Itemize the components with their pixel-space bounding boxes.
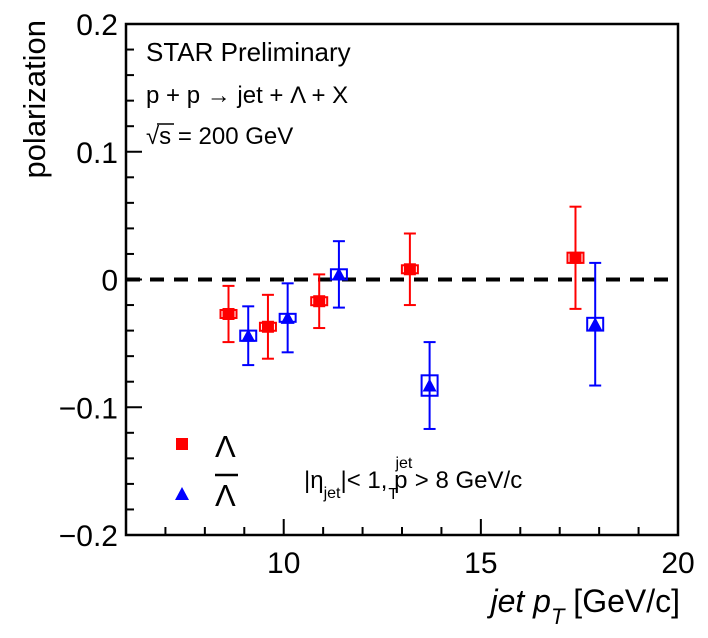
antilambda-point — [420, 341, 439, 430]
energy-label: √s = 200 GeV — [146, 123, 293, 150]
lambda-point — [219, 284, 238, 344]
energy-value: = 200 GeV — [171, 123, 293, 150]
lambda-point — [258, 293, 277, 360]
data-points — [219, 205, 605, 430]
x-axis-label-main: jet p — [486, 583, 550, 619]
x-tick-label: 10 — [267, 547, 300, 580]
y-tick-label: 0.1 — [76, 137, 118, 170]
cut-eta-sub: jet — [323, 485, 341, 502]
lambda-point — [566, 205, 585, 310]
square-marker — [313, 295, 326, 308]
cut-pt-sub: T — [388, 486, 398, 503]
antilambda-point — [239, 305, 258, 367]
y-tick-label: 0.2 — [76, 9, 118, 42]
x-tick-label: 15 — [464, 547, 497, 580]
y-axis-label: polarization — [17, 20, 52, 179]
square-marker — [403, 263, 416, 276]
sqrt-symbol: √ — [146, 123, 160, 150]
lambda-point — [310, 273, 329, 330]
triangle-marker — [331, 267, 346, 281]
process-label: p + p → jet + Λ + X — [146, 82, 348, 109]
antilambda-point — [329, 240, 348, 309]
y-tick-label: −0.2 — [59, 520, 118, 553]
legend-lambda-label: Λ — [215, 429, 236, 464]
x-axis-label-sub: T — [551, 604, 566, 629]
cut-eta-close: |< 1, p — [341, 467, 408, 494]
square-marker — [222, 307, 235, 320]
square-marker — [569, 251, 582, 264]
triangle-marker — [280, 310, 295, 324]
legend-antilambda-marker — [175, 487, 189, 500]
cut-eta-open: |η — [304, 467, 324, 494]
legend-antilambda-label: Λ — [215, 478, 236, 513]
x-tick-label: 20 — [661, 547, 694, 580]
lambda-point — [400, 232, 419, 307]
triangle-marker — [588, 317, 603, 331]
star-preliminary-label: STAR Preliminary — [146, 37, 351, 67]
square-marker — [261, 320, 274, 333]
cut-pt-rest: > 8 GeV/c — [408, 467, 522, 494]
legend: Λ Λ — [175, 429, 238, 513]
cut-pt-sup: jet — [394, 455, 412, 472]
triangle-marker — [422, 378, 437, 392]
triangle-marker — [241, 328, 256, 342]
antilambda-point — [586, 261, 605, 387]
y-tick-label: 0 — [101, 265, 118, 298]
axis-ticks: 10 15 20 0.2 0.1 0 −0.1 −0.2 — [59, 9, 695, 580]
cut-label: |ηjet|< 1, pjet T > 8 GeV/c — [304, 455, 522, 503]
systematic-box — [420, 374, 439, 397]
x-axis-label: jet pT [GeV/c] — [486, 583, 680, 629]
antilambda-point — [278, 282, 297, 354]
x-axis-label-unit: [GeV/c] — [564, 583, 680, 619]
y-tick-label: −0.1 — [59, 392, 118, 425]
legend-lambda-marker — [176, 438, 188, 450]
energy-s: s — [159, 123, 171, 150]
